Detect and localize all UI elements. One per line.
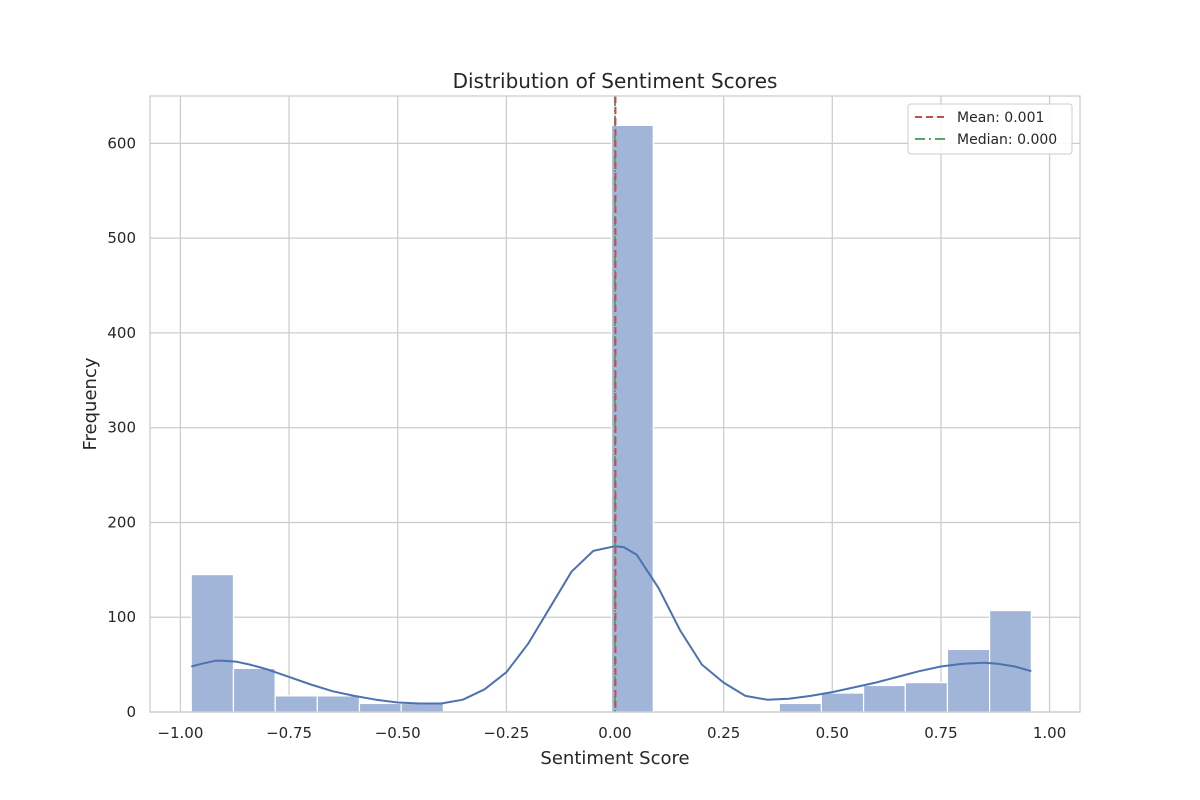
legend: Mean: 0.001 Median: 0.000 <box>907 103 1073 155</box>
histogram-bar <box>778 702 823 713</box>
y-tick-label: 100 <box>107 608 136 626</box>
x-axis-label: Sentiment Score <box>540 748 689 769</box>
histogram-bar <box>862 684 906 713</box>
histogram-bar <box>904 682 949 713</box>
x-tick-label: 0.25 <box>707 724 740 742</box>
chart-title: Distribution of Sentiment Scores <box>453 69 778 93</box>
histogram-bar <box>610 124 654 713</box>
histogram-bar <box>316 695 361 713</box>
y-tick-label: 600 <box>107 134 136 152</box>
x-tick-label: −0.50 <box>375 724 421 742</box>
legend-median-label: Median: 0.000 <box>957 132 1057 148</box>
y-tick-label: 200 <box>107 513 136 531</box>
kde-curve <box>191 545 1032 705</box>
tick-labels: −1.00 −0.75 −0.50 −0.25 0.00 0.25 0.50 0.75 1.00… <box>107 134 1066 742</box>
x-tick-label: 0.00 <box>598 724 631 742</box>
y-axis-label: Frequency <box>80 357 101 450</box>
x-tick-label: 0.50 <box>816 724 849 742</box>
axes-frame <box>149 95 1081 713</box>
kde-curve-group <box>191 545 1032 705</box>
x-tick-label: −0.75 <box>266 724 312 742</box>
histogram-bar <box>400 702 444 713</box>
legend-mean-label: Mean: 0.001 <box>957 110 1044 126</box>
histogram-bar <box>232 667 276 713</box>
x-tick-label: 0.75 <box>924 724 957 742</box>
histogram-bar <box>820 692 865 713</box>
histogram-bars <box>190 124 1032 713</box>
histogram-bar <box>946 648 991 713</box>
y-tick-label: 0 <box>126 703 136 721</box>
histogram-bar <box>274 695 318 713</box>
histogram-bar <box>190 573 235 713</box>
histogram-bar <box>989 609 1032 713</box>
x-tick-label: −1.00 <box>157 724 203 742</box>
histogram-bar <box>358 702 402 713</box>
legend-box <box>907 103 1073 155</box>
x-tick-label: 1.00 <box>1033 724 1066 742</box>
y-tick-label: 300 <box>107 419 136 437</box>
y-tick-label: 400 <box>107 324 136 342</box>
y-tick-label: 500 <box>107 229 136 247</box>
x-tick-label: −0.25 <box>483 724 529 742</box>
